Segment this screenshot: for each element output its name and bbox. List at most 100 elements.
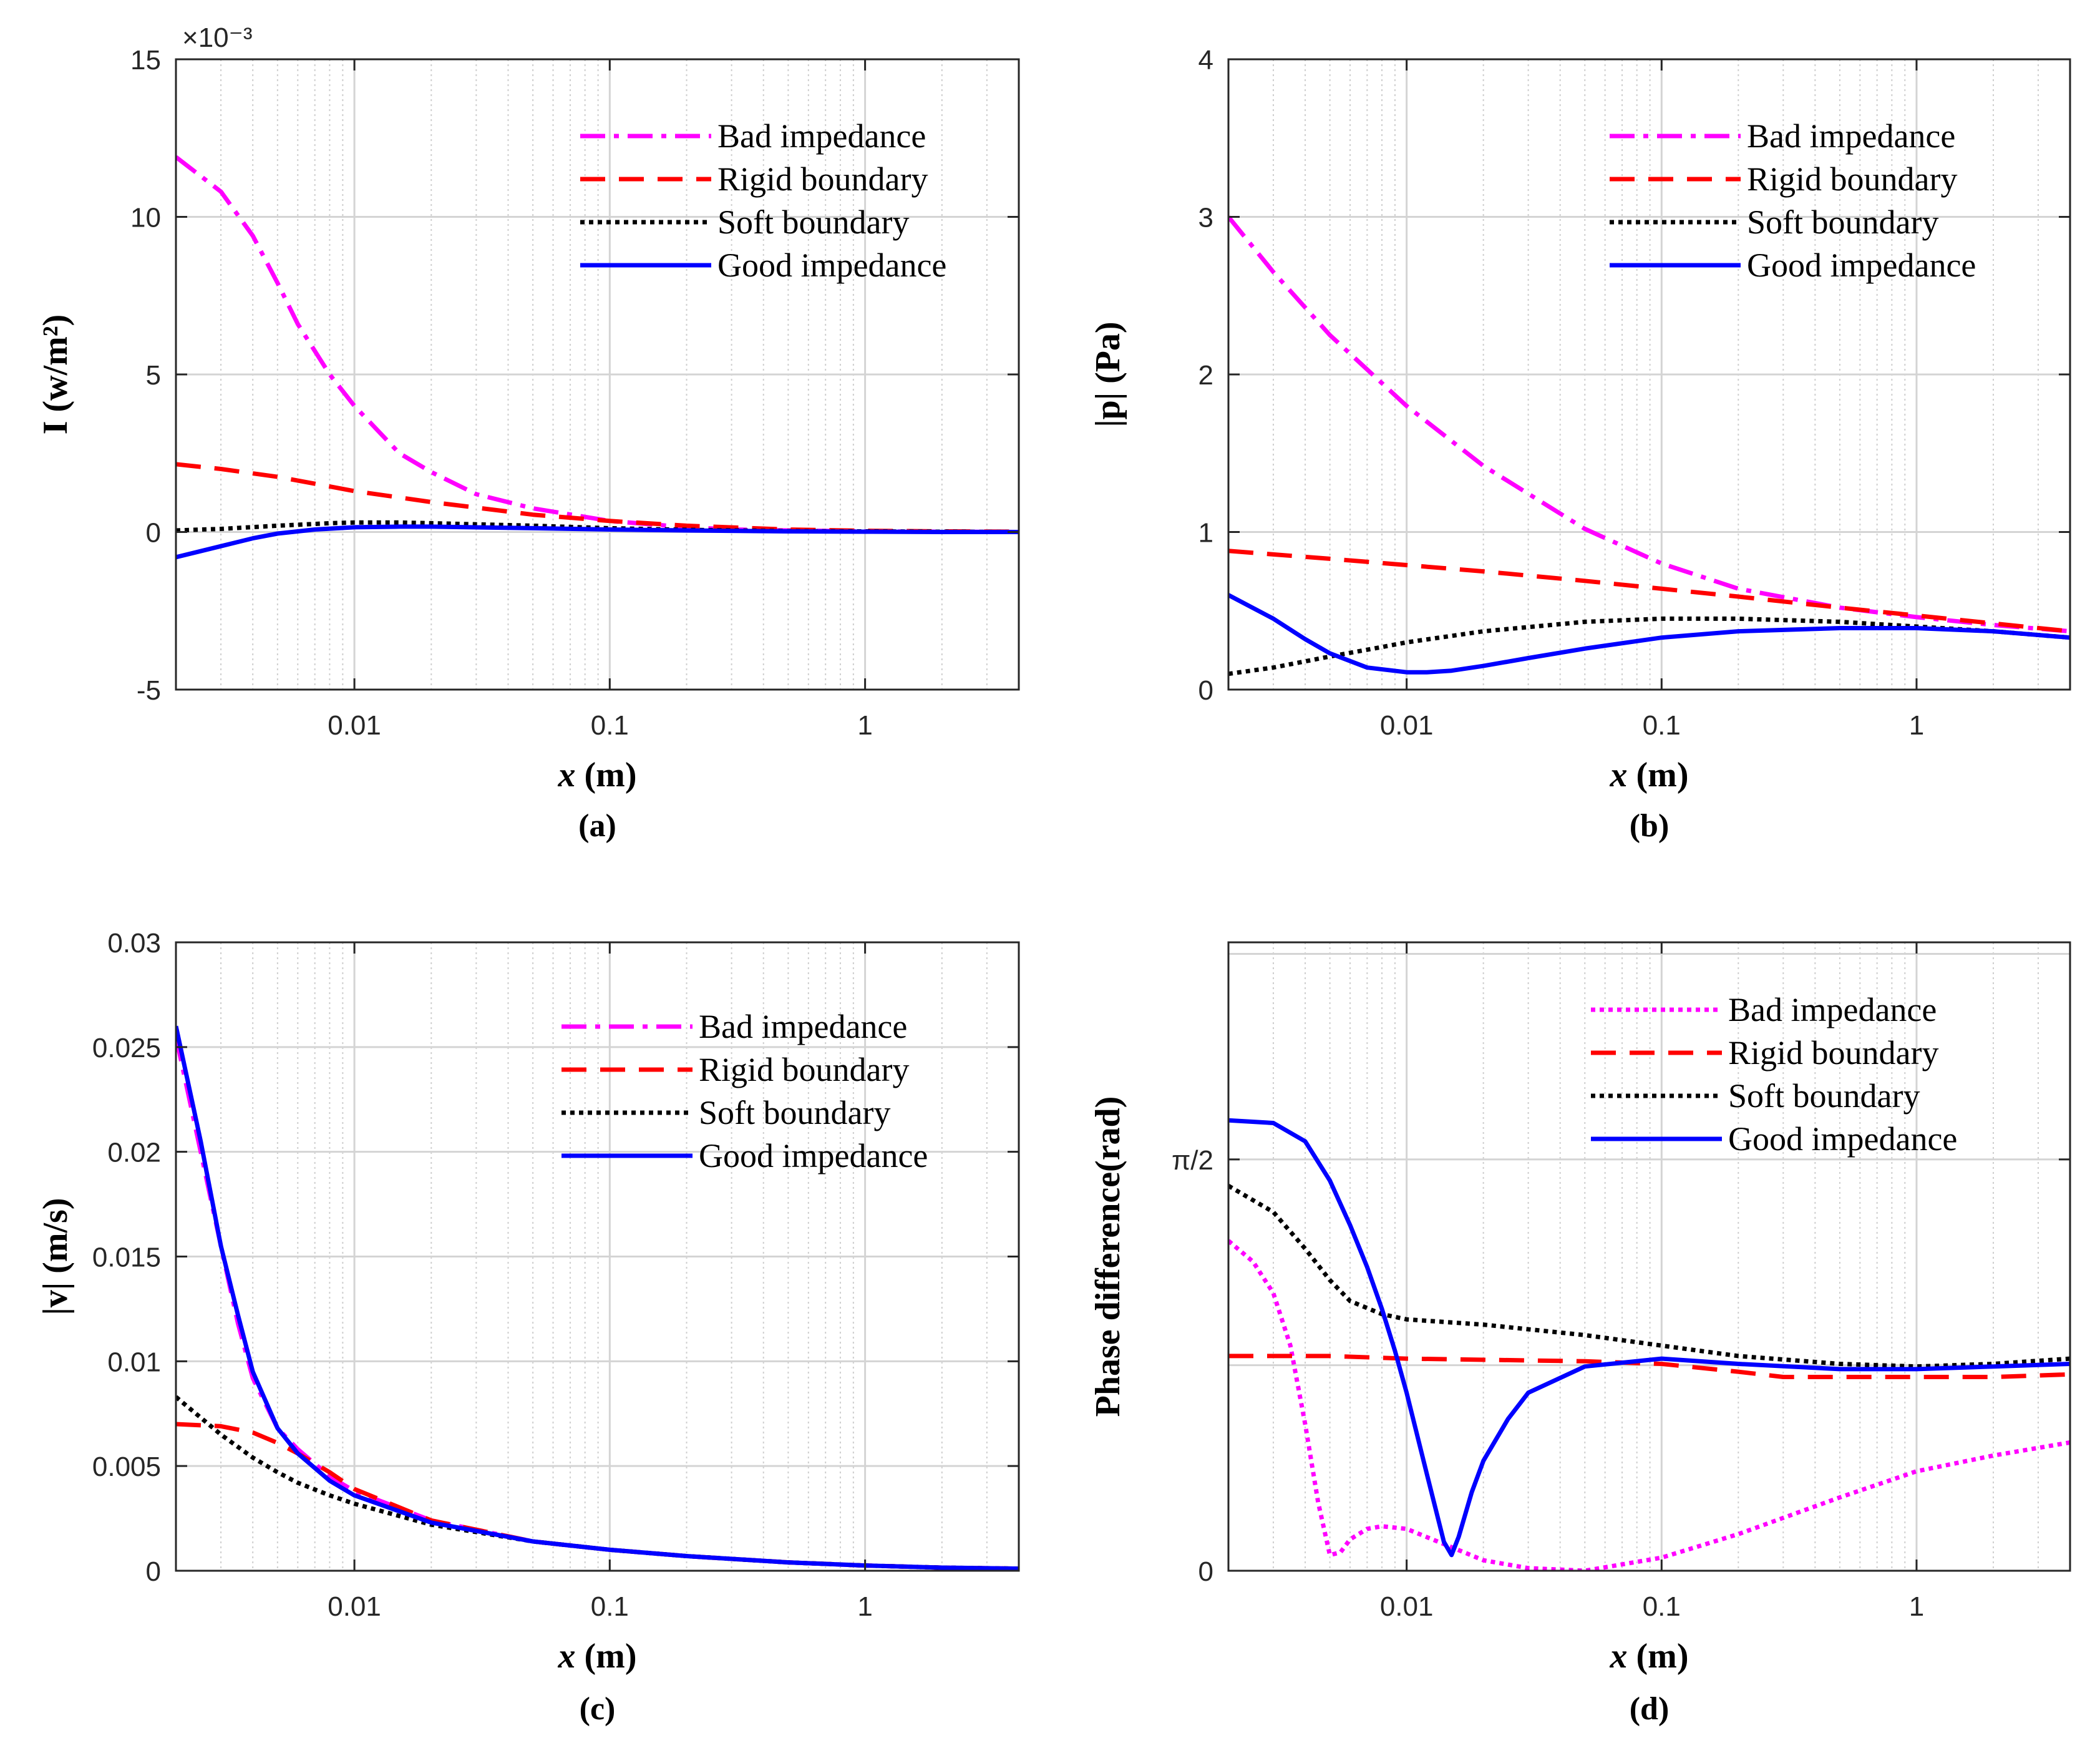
y-tick-label: 0 <box>146 518 161 549</box>
y-tick-label: 0 <box>1198 1556 1213 1587</box>
legend: Bad impedance Rigid boundary Soft boundary… <box>1610 117 1976 284</box>
y-tick-label: 0.02 <box>107 1138 161 1168</box>
legend-label: Soft boundary <box>717 203 909 241</box>
x-axis-label-var: x <box>558 756 576 794</box>
chart-panel-a: 0.01 0.1 1 -5 0 5 10 15 ×10⁻³ x (m) I (w/m²) (a) Bad… <box>36 22 1020 844</box>
y-axis-label: |p| (Pa) <box>1089 321 1127 427</box>
series-line-bad-impedance <box>176 1036 1019 1571</box>
legend-label: Good impedance <box>699 1137 928 1174</box>
x-axis-label-var: x <box>1610 756 1628 794</box>
series-line-soft-boundary <box>176 1395 1019 1571</box>
legend-label: Good impedance <box>1747 247 1976 284</box>
series-line-soft-boundary <box>1228 1184 2070 1369</box>
series-line-good-impedance <box>1228 593 2070 675</box>
x-tick-label: 1 <box>1909 1591 1924 1622</box>
series-group <box>1228 1118 2070 1571</box>
x-tick-label: 0.01 <box>1380 1591 1434 1622</box>
x-axis-label-unit: (m) <box>1628 1637 1689 1676</box>
legend-label: Soft boundary <box>1747 203 1938 241</box>
x-axis-label: x (m) <box>558 756 637 794</box>
series-line-rigid-boundary <box>176 462 1019 534</box>
axes-box <box>1227 941 2071 1572</box>
y-tick-label: 4 <box>1198 45 1213 76</box>
y-tick-label: 10 <box>130 203 161 233</box>
y-tick-label: 15 <box>130 45 161 76</box>
legend-label: Soft boundary <box>699 1094 890 1131</box>
legend-label: Bad impedance <box>717 117 926 155</box>
series-group <box>176 155 1019 560</box>
x-tick-label: 0.01 <box>328 1591 381 1622</box>
ticks: 0.01 0.1 1 0 π/2 <box>1172 942 2070 1622</box>
legend-label: Rigid boundary <box>1728 1034 1938 1072</box>
grid <box>1228 942 2071 1572</box>
legend-label: Soft boundary <box>1728 1077 1920 1115</box>
series-line-good-impedance <box>176 1025 1019 1571</box>
ticks: 0.01 0.1 1 -5 0 5 10 15 <box>130 45 1019 741</box>
y-tick-label: 3 <box>1198 203 1213 233</box>
x-axis-label: x (m) <box>1610 756 1689 794</box>
series-line-bad-impedance <box>176 155 1019 534</box>
series-group <box>1228 215 2070 676</box>
chart-panel-c: 0.01 0.1 1 0 0.005 0.01 0.015 0.02 0.025 0.03 x (m… <box>36 928 1020 1727</box>
legend-label: Good impedance <box>717 247 946 284</box>
series-line-rigid-boundary <box>1228 549 2070 634</box>
x-axis-label: x (m) <box>1610 1637 1689 1676</box>
panel-caption: (a) <box>578 808 616 844</box>
legend: Bad impedance Rigid boundary Soft boundary… <box>580 117 946 284</box>
y-axis-label: |v| (m/s) <box>36 1198 75 1316</box>
x-tick-label: 0.1 <box>591 1591 629 1622</box>
series-line-rigid-boundary <box>1228 1354 2070 1379</box>
x-axis-label-unit: (m) <box>576 1637 637 1676</box>
panel-caption: (c) <box>580 1691 616 1727</box>
y-tick-label: -5 <box>137 675 161 706</box>
legend-label: Bad impedance <box>699 1008 907 1045</box>
x-tick-label: 1 <box>857 1591 872 1622</box>
y-tick-label: 0 <box>1198 675 1213 706</box>
y-tick-label: 2 <box>1198 360 1213 391</box>
legend-label: Rigid boundary <box>699 1051 909 1088</box>
x-tick-label: 0.01 <box>1380 710 1434 741</box>
x-axis-label-var: x <box>558 1637 576 1676</box>
panel-caption: (d) <box>1630 1691 1670 1727</box>
x-tick-label: 0.1 <box>1643 1591 1681 1622</box>
y-tick-label: 0.01 <box>107 1347 161 1377</box>
panel-caption: (b) <box>1630 808 1670 844</box>
x-tick-label: 1 <box>857 710 872 741</box>
legend-label: Good impedance <box>1728 1120 1957 1158</box>
legend-label: Rigid boundary <box>1747 160 1957 198</box>
x-tick-label: 0.1 <box>1643 710 1681 741</box>
y-tick-label: 0.005 <box>92 1452 161 1482</box>
x-axis-label-unit: (m) <box>1628 756 1689 794</box>
y-tick-label: 0.015 <box>92 1242 161 1273</box>
legend: Bad impedance Rigid boundary Soft boundary… <box>561 1008 928 1174</box>
x-tick-label: 0.01 <box>328 710 381 741</box>
legend: Bad impedance Rigid boundary Soft boundary… <box>1591 991 1957 1158</box>
ticks: 0.01 0.1 1 0 0.005 0.01 0.015 0.02 0.025 0.03 <box>92 928 1019 1622</box>
x-axis-label-var: x <box>1610 1637 1628 1676</box>
legend-label: Rigid boundary <box>717 160 928 198</box>
series-line-soft-boundary <box>1228 616 2070 676</box>
series-line-good-impedance <box>176 524 1019 560</box>
series-line-good-impedance <box>1228 1118 2070 1558</box>
x-axis-label-unit: (m) <box>576 756 637 794</box>
chart-panel-d: 0.01 0.1 1 0 π/2 x (m) Phase difference(rad) (d… <box>1089 941 2071 1727</box>
legend-label: Bad impedance <box>1728 991 1937 1028</box>
y-tick-label: 5 <box>146 360 161 391</box>
y-tick-label: 0 <box>146 1556 161 1587</box>
y-axis-label: Phase difference(rad) <box>1089 1096 1127 1417</box>
y-axis-label: I (w/m²) <box>36 315 75 435</box>
y-tick-label: 0.03 <box>107 928 161 959</box>
series-line-bad-impedance <box>1228 1239 2070 1571</box>
x-tick-label: 1 <box>1909 710 1924 741</box>
x-tick-label: 0.1 <box>591 710 629 741</box>
x-axis-label: x (m) <box>558 1637 637 1676</box>
y-tick-label: π/2 <box>1172 1145 1213 1176</box>
y-tick-label: 1 <box>1198 518 1213 549</box>
y-exponent-label: ×10⁻³ <box>182 22 253 53</box>
series-group <box>176 1025 1019 1571</box>
y-tick-label: 0.025 <box>92 1033 161 1063</box>
legend-label: Bad impedance <box>1747 117 1955 155</box>
chart-panel-b: 0.01 0.1 1 0 1 2 3 4 x (m) |p| (Pa) (b) Bad impedan… <box>1089 45 2071 844</box>
ticks: 0.01 0.1 1 0 1 2 3 4 <box>1198 45 2070 741</box>
